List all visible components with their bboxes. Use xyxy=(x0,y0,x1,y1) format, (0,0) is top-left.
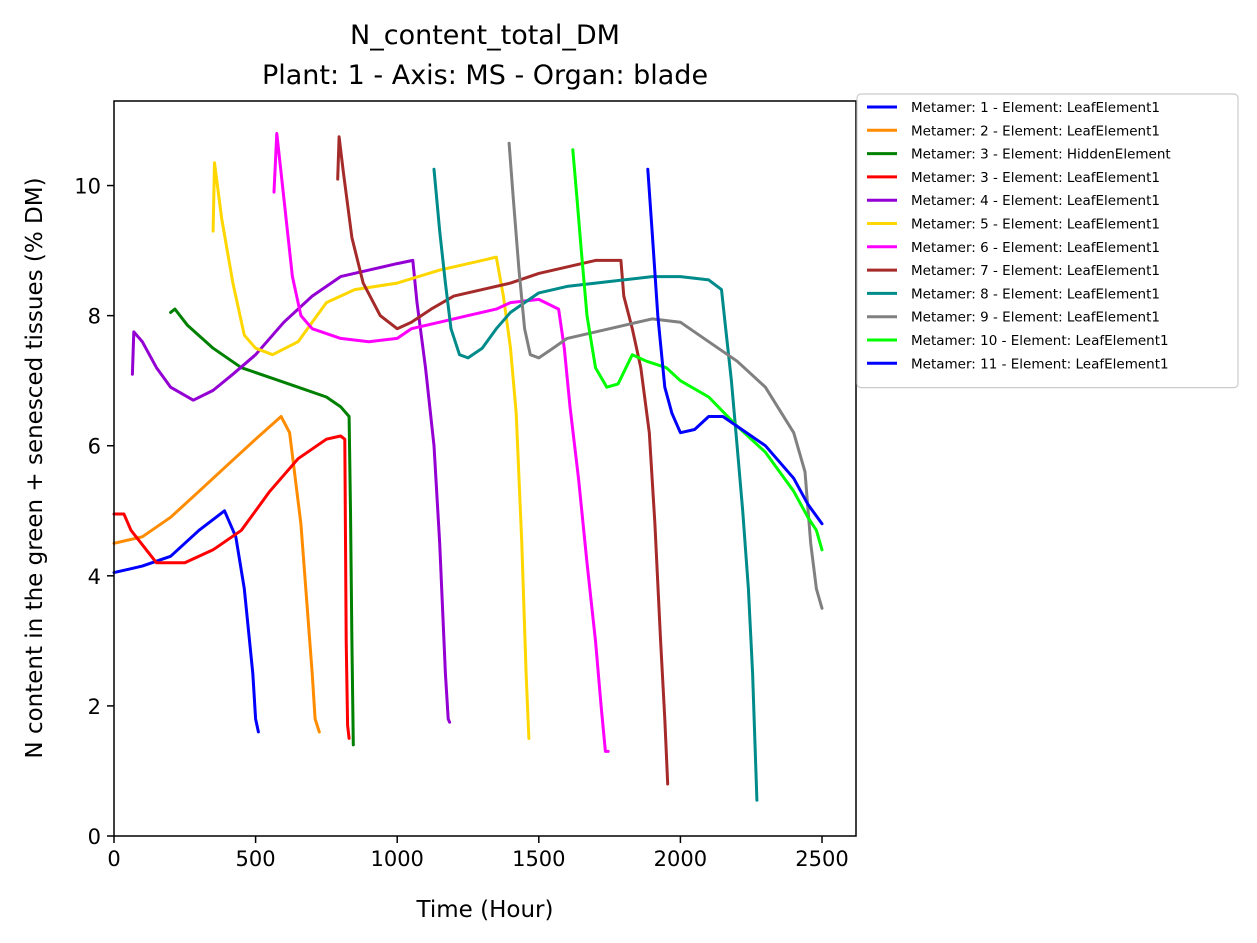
y-tick-label: 6 xyxy=(88,435,101,459)
series-line-8 xyxy=(336,135,670,786)
x-tick-label: 1000 xyxy=(370,847,423,871)
y-tick-label: 10 xyxy=(74,175,101,199)
legend-entry-10: Metamer: 9 - Element: LeafElement1 xyxy=(911,310,1160,326)
x-tick-label: 2500 xyxy=(795,847,848,871)
x-axis: 0 500 1000 1500 2000 2500 xyxy=(107,836,849,871)
y-tick-label: 2 xyxy=(88,695,101,719)
legend-box xyxy=(856,93,1239,389)
y-tick-label: 8 xyxy=(88,305,101,329)
y-tick-label: 4 xyxy=(88,565,101,589)
y-tick-label: 0 xyxy=(88,825,101,849)
y-axis-label: N content in the green + senesced tissue… xyxy=(22,177,48,758)
legend-entry-7: Metamer: 6 - Element: LeafElement1 xyxy=(911,240,1160,256)
series-line-1 xyxy=(112,509,260,734)
x-tick-label: 2000 xyxy=(654,847,707,871)
series-line-10 xyxy=(507,141,824,610)
chart-title: N_content_total_DM xyxy=(350,20,620,51)
chart-subtitle: Plant: 1 - Axis: MS - Organ: blade xyxy=(262,60,708,91)
series-line-4 xyxy=(112,434,351,740)
series-line-2 xyxy=(112,415,321,734)
legend-entry-5: Metamer: 4 - Element: LeafElement1 xyxy=(911,193,1160,209)
legend-entry-1: Metamer: 1 - Element: LeafElement1 xyxy=(911,100,1160,116)
plot-area xyxy=(112,132,824,802)
legend-entry-12: Metamer: 11 - Element: LeafElement1 xyxy=(911,356,1169,372)
x-tick-label: 500 xyxy=(236,847,276,871)
legend-entry-2: Metamer: 2 - Element: LeafElement1 xyxy=(911,123,1160,139)
x-tick-label: 1500 xyxy=(512,847,565,871)
x-axis-label: Time (Hour) xyxy=(416,897,554,923)
legend-entry-11: Metamer: 10 - Element: LeafElement1 xyxy=(911,333,1169,349)
legend-entry-9: Metamer: 8 - Element: LeafElement1 xyxy=(911,286,1160,302)
y-axis: 0 2 4 6 8 10 xyxy=(74,175,114,849)
legend-entry-8: Metamer: 7 - Element: LeafElement1 xyxy=(911,263,1160,279)
series-line-5 xyxy=(130,258,452,724)
series-line-6 xyxy=(211,161,531,740)
series-line-11 xyxy=(571,148,824,552)
legend-entry-3: Metamer: 3 - Element: HiddenElement xyxy=(911,147,1171,163)
x-tick-label: 0 xyxy=(107,847,120,871)
series-line-7 xyxy=(272,132,610,753)
series-line-9 xyxy=(432,167,759,802)
legend-entry-4: Metamer: 3 - Element: LeafElement1 xyxy=(911,170,1160,186)
series-line-12 xyxy=(646,167,824,526)
legend-entry-6: Metamer: 5 - Element: LeafElement1 xyxy=(911,217,1160,233)
series-line-3 xyxy=(169,307,355,747)
legend: Metamer: 1 - Element: LeafElement1 Metame… xyxy=(856,93,1239,389)
plot-frame xyxy=(113,100,857,837)
